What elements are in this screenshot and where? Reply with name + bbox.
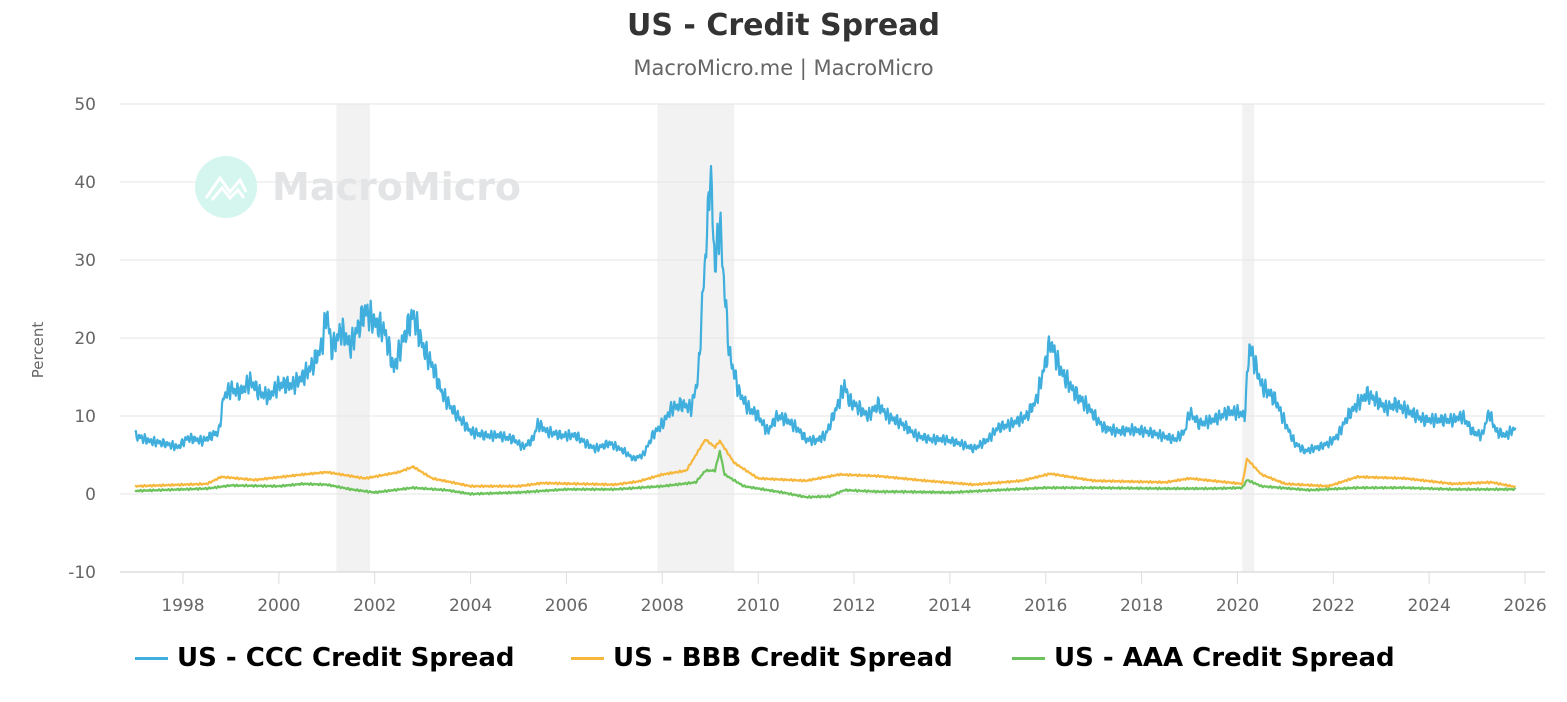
legend-item-ccc[interactable]: US - CCC Credit Spread [135, 640, 515, 676]
macromicro-watermark-logo: MacroMicro [195, 156, 521, 218]
legend-label-aaa: US - AAA Credit Spread [1054, 643, 1395, 673]
x-tick-label: 2026 [1503, 596, 1546, 616]
x-tick-label: 2000 [257, 596, 300, 616]
x-tick-label: 2010 [737, 596, 780, 616]
x-tick-label: 2022 [1312, 596, 1355, 616]
x-tick-label: 2012 [832, 596, 875, 616]
y-tick-label: 40 [74, 173, 96, 193]
series-line-ccc [134, 164, 1517, 462]
x-tick-label: 2002 [353, 596, 396, 616]
legend-item-bbb[interactable]: US - BBB Credit Spread [571, 640, 953, 676]
legend-swatch-bbb [571, 656, 604, 660]
x-tick-label: 1998 [161, 596, 204, 616]
x-tick-label: 2020 [1216, 596, 1259, 616]
legend-label-ccc: US - CCC Credit Spread [177, 643, 515, 673]
y-tick-label: 20 [74, 329, 96, 349]
series-line-aaa [134, 449, 1517, 499]
series-line-bbb [134, 438, 1517, 489]
x-tick-label: 2018 [1120, 596, 1163, 616]
x-tick-label: 2008 [641, 596, 684, 616]
y-tick-label: 0 [85, 485, 96, 505]
y-tick-label: -10 [68, 563, 96, 583]
legend-label-bbb: US - BBB Credit Spread [613, 643, 953, 673]
chart-title: US - Credit Spread [627, 8, 940, 43]
y-tick-label: 50 [74, 95, 96, 115]
x-tick-label: 2004 [449, 596, 492, 616]
x-tick-label: 2024 [1408, 596, 1451, 616]
y-tick-label: 10 [74, 407, 96, 427]
x-tick-label: 2006 [545, 596, 588, 616]
x-tick-label: 2016 [1024, 596, 1067, 616]
watermark-text: MacroMicro [272, 165, 521, 209]
legend-swatch-ccc [135, 656, 168, 660]
legend-item-aaa[interactable]: US - AAA Credit Spread [1012, 640, 1395, 676]
chart-subtitle: MacroMicro.me | MacroMicro [633, 56, 934, 80]
legend-swatch-aaa [1012, 656, 1045, 660]
y-tick-label: 30 [74, 251, 96, 271]
y-axis-label: Percent [29, 322, 47, 379]
x-tick-label: 2014 [928, 596, 971, 616]
